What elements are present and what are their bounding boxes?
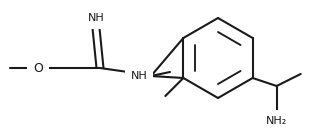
Text: NH₂: NH₂ [266, 116, 287, 126]
Text: O: O [33, 61, 43, 75]
Text: NH: NH [88, 13, 104, 23]
Text: NH: NH [131, 71, 148, 81]
